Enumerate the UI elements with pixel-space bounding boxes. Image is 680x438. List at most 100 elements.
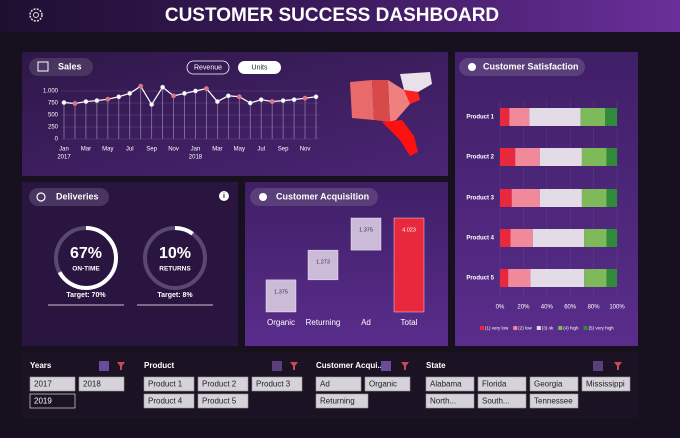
sales-point	[138, 83, 144, 89]
state-map[interactable]	[350, 72, 432, 156]
slicer-button-label[interactable]: 2018	[83, 380, 101, 389]
slicer-button[interactable]	[364, 376, 411, 392]
slicer-title: Product	[144, 361, 175, 370]
units-toggle[interactable]	[238, 61, 281, 74]
slicer-button[interactable]	[251, 376, 303, 392]
sales-point	[291, 97, 297, 103]
slicer-button[interactable]	[197, 393, 249, 409]
gear-hub[interactable]	[33, 12, 39, 18]
slicer-button[interactable]	[529, 376, 579, 392]
sales-point	[105, 96, 111, 102]
slicer-button-label[interactable]: South...	[482, 397, 510, 406]
map-state[interactable]	[400, 72, 432, 92]
slicer-button[interactable]	[315, 376, 362, 392]
slicer-button[interactable]	[315, 393, 369, 409]
satisfaction-segment	[539, 148, 582, 166]
x-tick-label: Organic	[267, 318, 295, 327]
slicer-button-label[interactable]: Product 3	[256, 380, 291, 389]
slicer-button-label[interactable]: Alabama	[430, 380, 462, 389]
slicer-button-label[interactable]: Tennessee	[534, 397, 573, 406]
multi-select-icon[interactable]	[272, 361, 282, 371]
slicer-button[interactable]	[477, 393, 527, 409]
x-year-label: 2018	[189, 155, 203, 161]
x-tick-label: Jan	[59, 147, 69, 153]
settings-icon[interactable]	[29, 8, 43, 22]
sales-point	[83, 99, 89, 104]
slicer-button-label[interactable]: Product 1	[148, 380, 183, 389]
waterfall-value: 1.273	[316, 260, 330, 266]
sales-point	[193, 88, 198, 94]
x-tick-label: 20%	[517, 305, 530, 311]
slicer-button[interactable]	[477, 376, 527, 392]
x-tick-label: Mar	[212, 147, 222, 153]
slicer-button-label[interactable]: Mississippi	[586, 380, 625, 389]
sales-point	[72, 101, 78, 106]
satisfaction-segment	[529, 108, 581, 126]
slicer-button[interactable]	[78, 376, 125, 392]
slicer-button[interactable]	[581, 376, 631, 392]
sales-point	[182, 91, 187, 96]
slicer-button-label[interactable]: Product 5	[202, 397, 237, 406]
slicer-button[interactable]	[29, 393, 76, 409]
slicer-button[interactable]	[197, 376, 249, 392]
slicer-button[interactable]	[425, 376, 475, 392]
slicer-button-label[interactable]: 2019	[34, 397, 52, 406]
satisfaction-segment	[581, 189, 607, 207]
gauge-arc	[143, 226, 207, 290]
slicer-button-label[interactable]: North...	[430, 397, 456, 406]
clear-filter-icon[interactable]	[401, 362, 409, 370]
satisfaction-segment	[511, 189, 540, 207]
slicer-button-label[interactable]: Organic	[369, 380, 397, 389]
revenue-toggle[interactable]	[186, 60, 230, 75]
satisfaction-icon	[468, 63, 476, 71]
map-state[interactable]	[404, 90, 420, 104]
acquisition-title: Customer Acquisition	[276, 191, 369, 201]
clear-filter-icon[interactable]	[117, 362, 125, 370]
slicer-button[interactable]	[529, 393, 579, 409]
slicer-button-label[interactable]: Georgia	[534, 380, 563, 389]
slicer-button-label[interactable]: Product 4	[148, 397, 183, 406]
units-toggle-label[interactable]: Units	[252, 64, 268, 71]
slicer-button[interactable]	[143, 393, 195, 409]
info-icon[interactable]	[219, 191, 229, 201]
gear[interactable]	[29, 8, 43, 22]
map-state[interactable]	[350, 80, 374, 120]
gauge-value: 10%	[159, 245, 191, 262]
slicer-button-label[interactable]: Returning	[320, 397, 355, 406]
satisfaction-segment	[581, 148, 607, 166]
map-state[interactable]	[388, 80, 418, 122]
slicer-button[interactable]	[425, 393, 475, 409]
satisfaction-segment	[539, 189, 582, 207]
clear-filter-icon[interactable]	[290, 362, 298, 370]
slicer-button-label[interactable]: Florida	[482, 380, 507, 389]
slicer-button-label[interactable]: Product 2	[202, 380, 237, 389]
multi-select-icon[interactable]	[593, 361, 603, 371]
satisfaction-segment	[605, 108, 617, 126]
acquisition-icon	[259, 193, 267, 201]
waterfall-bar	[393, 217, 425, 313]
waterfall-value: 1.375	[359, 227, 373, 233]
map-state[interactable]	[372, 80, 390, 122]
revenue-toggle-label[interactable]: Revenue	[194, 64, 222, 71]
slicer-button-label[interactable]: Ad	[320, 380, 330, 389]
clear-filter-icon[interactable]	[614, 362, 622, 370]
legend-label: (5) very high	[589, 326, 615, 331]
legend-label: (4) high	[563, 326, 579, 331]
multi-select-icon[interactable]	[99, 361, 109, 371]
multi-select-icon[interactable]	[381, 361, 391, 371]
sales-point	[269, 99, 275, 104]
deliveries-icon	[36, 192, 46, 202]
satisfaction-segment	[508, 269, 531, 287]
satisfaction-segment	[500, 189, 512, 207]
slicer-button[interactable]	[143, 376, 195, 392]
gauge-value: 67%	[70, 245, 102, 262]
info-glyph[interactable]: i	[223, 193, 225, 200]
map-state[interactable]	[382, 120, 418, 156]
slicer-button-label[interactable]: 2017	[34, 380, 52, 389]
y-tick-label: 750	[48, 101, 59, 107]
slicer-button[interactable]	[29, 376, 76, 392]
satisfaction-segment	[500, 229, 511, 247]
x-tick-label: Total	[401, 318, 418, 327]
gauge-target: Target: 70%	[66, 292, 106, 299]
